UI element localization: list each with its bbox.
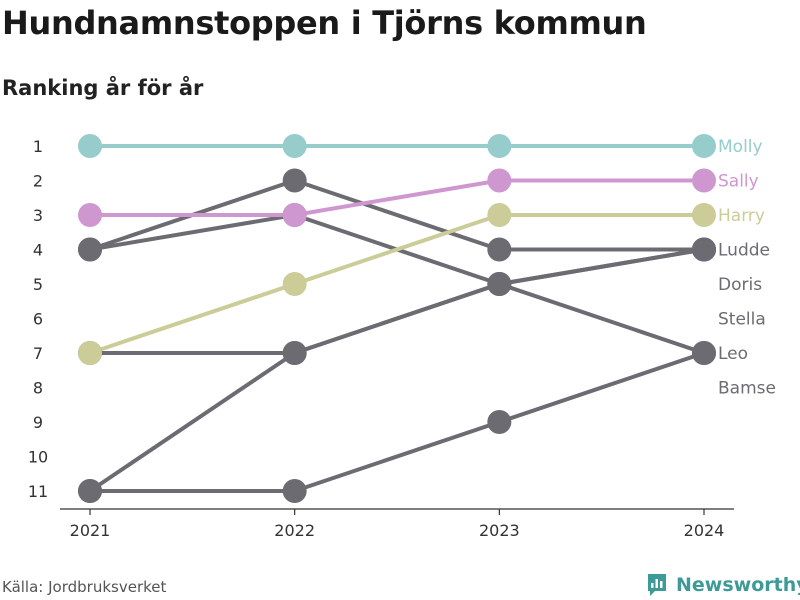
data-point-molly xyxy=(692,134,716,158)
data-point-molly xyxy=(78,134,102,158)
data-point-bamse xyxy=(78,479,102,503)
data-point-harry xyxy=(78,341,102,365)
data-point-stella xyxy=(282,341,307,365)
x-tick-label: 2021 xyxy=(70,521,111,540)
x-tick-label: 2023 xyxy=(479,521,520,540)
data-point-stella xyxy=(692,237,716,262)
data-point-sally xyxy=(78,203,102,227)
data-point-bamse xyxy=(692,341,716,365)
y-tick-label: 2 xyxy=(33,172,43,191)
chart-subtitle: Ranking år för år xyxy=(2,76,204,100)
data-point-sally xyxy=(487,168,512,193)
series-line-leo xyxy=(88,213,706,355)
brand-name: Newsworthy xyxy=(676,574,800,596)
y-tick-label: 3 xyxy=(33,206,43,225)
x-tick-label: 2024 xyxy=(684,521,725,540)
data-point-sally xyxy=(282,203,307,227)
y-tick-label: 10 xyxy=(28,448,48,467)
data-point-bamse xyxy=(487,410,512,434)
chart-title: Hundnamnstoppen i Tjörns kommun xyxy=(2,4,647,42)
series-line-stella xyxy=(88,247,706,355)
newsworthy-logo-icon xyxy=(648,574,666,596)
y-tick-label: 7 xyxy=(33,344,43,363)
data-point-harry xyxy=(692,203,716,227)
data-point-leo xyxy=(78,237,102,262)
y-tick-label: 6 xyxy=(33,310,43,329)
data-point-molly xyxy=(487,134,512,158)
end-label-sally: Sally xyxy=(718,172,759,192)
data-point-bamse xyxy=(282,479,307,503)
data-point-harry xyxy=(282,272,307,296)
data-point-sally xyxy=(692,168,716,193)
y-axis: 1 2 3 4 5 6 7 8 9 10 11 xyxy=(28,137,48,501)
series-lines xyxy=(88,144,706,493)
end-labels: Molly Sally Harry Ludde Doris Stella Leo Bamse xyxy=(718,137,776,399)
end-label-ludde: Ludde xyxy=(718,241,770,261)
data-point-molly xyxy=(282,134,307,158)
y-tick-label: 5 xyxy=(33,275,43,294)
end-label-stella: Stella xyxy=(718,310,766,330)
y-tick-label: 11 xyxy=(28,482,48,501)
data-point-harry xyxy=(487,203,512,227)
series-line-sally xyxy=(88,178,706,217)
y-tick-label: 1 xyxy=(33,137,43,156)
end-label-harry: Harry xyxy=(718,206,765,226)
series-points xyxy=(78,134,716,503)
series-line-harry xyxy=(88,213,706,355)
x-tick-label: 2022 xyxy=(274,521,315,540)
y-tick-label: 4 xyxy=(33,241,43,260)
end-label-leo: Leo xyxy=(718,344,748,364)
data-point-ludde xyxy=(487,237,512,262)
series-line-bamse xyxy=(88,351,706,493)
y-tick-label: 8 xyxy=(33,379,43,398)
data-point-leo xyxy=(487,272,512,296)
source-note: Källa: Jordbruksverket xyxy=(2,578,167,596)
end-label-doris: Doris xyxy=(718,275,762,295)
bump-chart: 1 2 3 4 5 6 7 8 9 10 11 2021 2022 2023 2024 Molly Sall… xyxy=(28,134,776,540)
brand-logo-block: Newsworthy xyxy=(646,570,800,600)
data-point-ludde xyxy=(282,168,307,193)
x-axis: 2021 2022 2023 2024 xyxy=(60,508,734,540)
end-label-bamse: Bamse xyxy=(718,379,776,399)
end-label-molly: Molly xyxy=(718,137,763,157)
y-tick-label: 9 xyxy=(33,413,43,432)
